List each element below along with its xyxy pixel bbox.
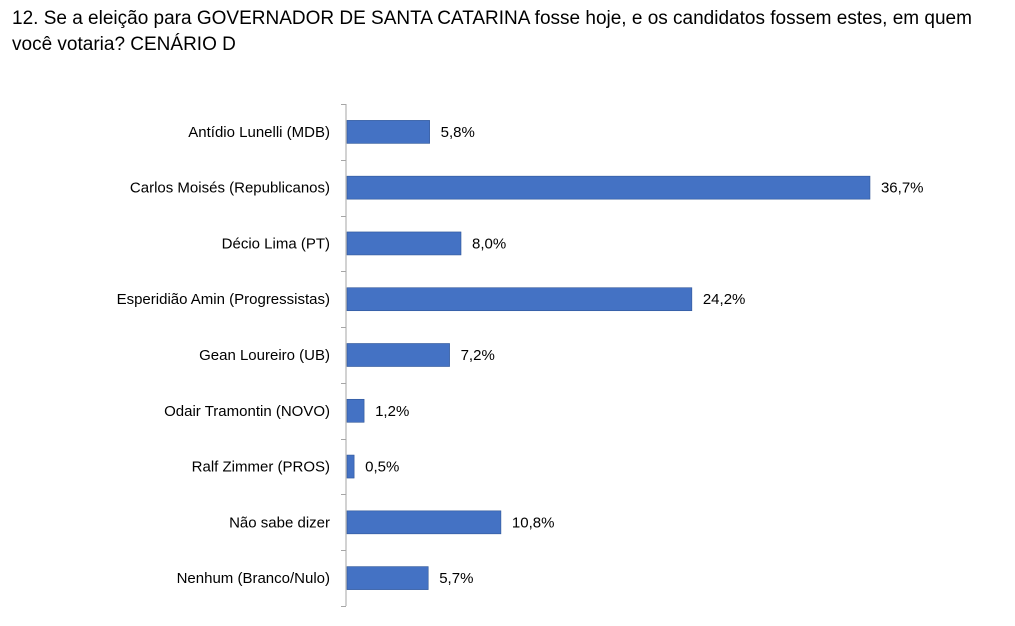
value-label: 8,0% (472, 235, 506, 252)
category-label: Odair Tramontin (NOVO) (164, 403, 330, 420)
value-label: 1,2% (375, 403, 409, 420)
value-label: 7,2% (461, 347, 495, 364)
category-label: Não sabe dizer (229, 514, 330, 531)
value-label: 5,8% (441, 124, 475, 141)
category-label: Antídio Lunelli (MDB) (188, 124, 330, 141)
category-label: Gean Loureiro (UB) (199, 347, 330, 364)
axis-layer (341, 104, 347, 607)
value-label: 36,7% (881, 180, 924, 197)
bar-0 (346, 120, 430, 144)
category-label: Nenhum (Branco/Nulo) (177, 570, 330, 587)
value-label: 0,5% (365, 459, 399, 476)
value-label: 24,2% (703, 291, 746, 308)
chart-title: 12. Se a eleição para GOVERNADOR DE SANT… (12, 8, 972, 55)
bar-5 (346, 398, 365, 423)
bar-6 (346, 454, 355, 479)
category-label: Esperidião Amin (Progressistas) (117, 291, 330, 308)
bar-3 (346, 287, 693, 312)
bar-7 (346, 510, 502, 535)
value-label: 10,8% (512, 514, 555, 531)
category-label: Ralf Zimmer (PROS) (192, 459, 330, 476)
bar-8 (346, 566, 429, 590)
bars-layer (346, 120, 871, 590)
category-label: Décio Lima (PT) (222, 235, 330, 252)
bar-2 (346, 231, 462, 256)
value-label: 5,7% (439, 570, 473, 587)
category-label: Carlos Moisés (Republicanos) (130, 180, 330, 197)
bar-4 (346, 343, 450, 367)
bar-1 (346, 175, 871, 200)
labels-layer: Antídio Lunelli (MDB) 5,8% Carlos Moisés (… (117, 124, 924, 587)
